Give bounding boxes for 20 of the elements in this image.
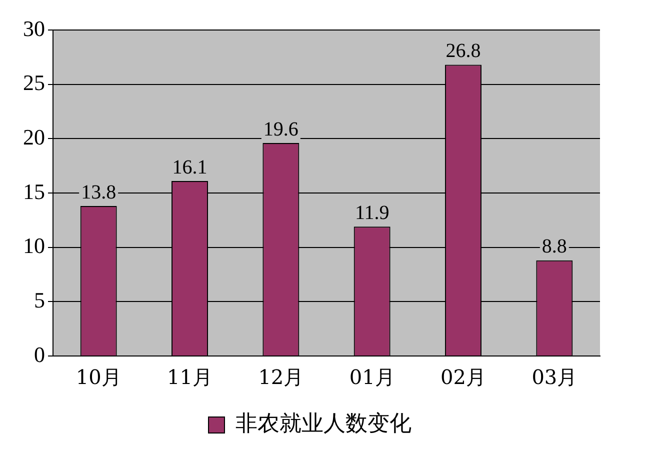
y-tick-label: 5 (34, 287, 45, 312)
data-label: 11.9 (354, 202, 390, 224)
x-tick-label: 12月 (258, 365, 304, 390)
data-label: 8.8 (542, 236, 567, 258)
x-tick-label: 11月 (167, 365, 212, 390)
y-tick-label: 30 (23, 16, 45, 41)
x-tick-label: 02月 (440, 365, 486, 390)
data-label: 26.8 (446, 40, 481, 62)
x-tick-label: 10月 (76, 365, 122, 390)
y-tick-label: 25 (23, 70, 45, 96)
y-tick-label: 0 (34, 342, 45, 367)
y-tick-label: 20 (23, 124, 45, 150)
x-tick-label: 01月 (349, 365, 395, 390)
x-tick-label: 03月 (532, 365, 578, 390)
legend-label: 非农就业人数变化 (236, 412, 412, 437)
y-tick-label: 15 (23, 178, 45, 204)
data-label: 19.6 (263, 118, 298, 140)
y-tick-label: 10 (23, 233, 45, 258)
data-label: 13.8 (81, 181, 116, 204)
data-label: 16.1 (172, 156, 208, 178)
